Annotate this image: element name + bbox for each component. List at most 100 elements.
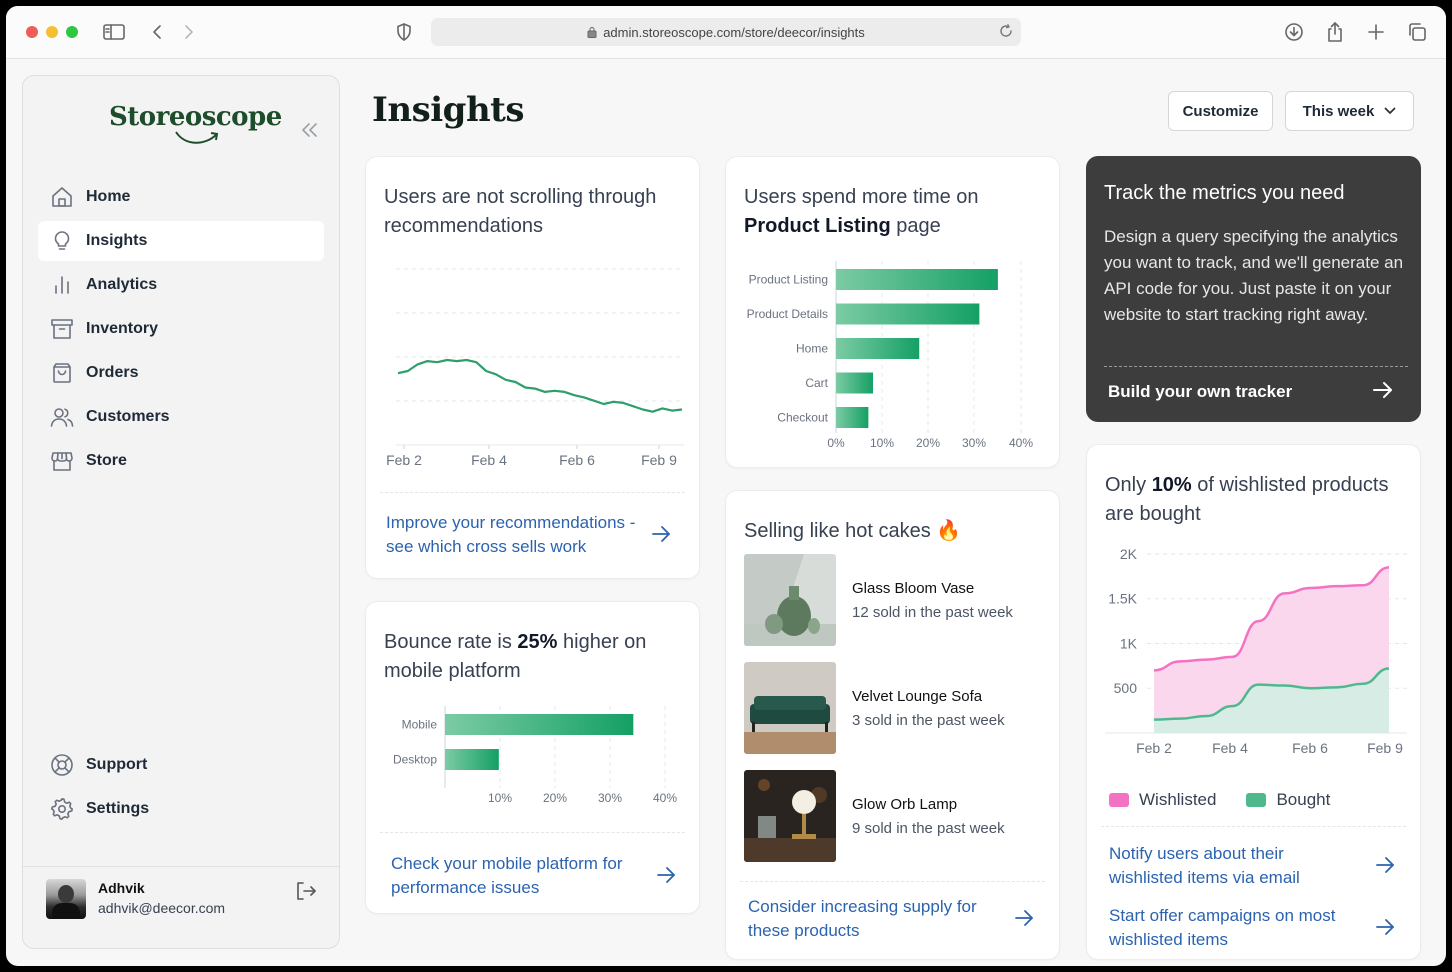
sidebar-toggle-icon[interactable]	[102, 20, 126, 44]
minimize-window-button[interactable]	[46, 26, 58, 38]
title-emphasis: Product Listing	[744, 215, 891, 237]
card-hot-products: Selling like hot cakes 🔥 Glass Bloom Vas…	[725, 490, 1060, 960]
chevron-down-icon	[1384, 107, 1396, 114]
browser-window: admin.storeoscope.com/store/deecor/insig…	[6, 6, 1446, 966]
arrow-right-icon[interactable]	[1372, 380, 1394, 405]
close-window-button[interactable]	[26, 26, 38, 38]
series-line	[1153, 667, 1390, 721]
product-image	[744, 554, 836, 646]
url-text: admin.storeoscope.com/store/deecor/insig…	[603, 24, 865, 40]
legend-label: Wishlisted	[1139, 790, 1217, 809]
sidebar-item-orders[interactable]: Orders	[38, 353, 324, 393]
card-description: Design a query specifying the analytics …	[1104, 227, 1404, 324]
shopping-bag-icon	[53, 363, 71, 383]
offer-campaigns-link[interactable]: Start offer campaigns on most wishlisted…	[1109, 906, 1336, 949]
sidebar-item-label: Analytics	[86, 276, 158, 293]
product-name: Glow Orb Lamp	[852, 796, 958, 813]
divider	[1104, 366, 1408, 367]
improve-recommendations-link[interactable]: Improve your recommendations - see which…	[386, 513, 636, 556]
y-tick-label: Cart	[805, 376, 828, 390]
maximize-window-button[interactable]	[66, 26, 78, 38]
browser-toolbar: admin.storeoscope.com/store/deecor/insig…	[6, 6, 1446, 59]
bar	[445, 749, 499, 770]
card-title: Selling like hot cakes 🔥	[744, 520, 962, 542]
back-icon[interactable]	[145, 20, 169, 44]
bar	[836, 407, 869, 428]
sidebar-item-label: Customers	[86, 408, 170, 425]
title-text: higher on mobile platform	[384, 631, 647, 682]
x-tick-label: 40%	[1009, 436, 1033, 450]
lock-icon	[587, 27, 597, 38]
sidebar-item-analytics[interactable]: Analytics	[38, 265, 324, 305]
logout-icon[interactable]	[295, 881, 317, 906]
sidebar-item-inventory[interactable]: Inventory	[38, 309, 324, 349]
increase-supply-link[interactable]: Consider increasing supply for these pro…	[748, 897, 977, 940]
legend-label: Bought	[1276, 790, 1331, 809]
sidebar-item-insights[interactable]: Insights	[38, 221, 324, 261]
sidebar-item-support[interactable]: Support	[38, 745, 324, 785]
build-tracker-link[interactable]: Build your own tracker	[1108, 382, 1293, 401]
y-tick-label: Mobile	[402, 718, 438, 732]
product-item[interactable]: Velvet Lounge Sofa 3 sold in the past we…	[744, 662, 1054, 754]
tabs-overview-icon[interactable]	[1405, 20, 1429, 44]
address-bar[interactable]: admin.storeoscope.com/store/deecor/insig…	[431, 18, 1021, 46]
sidebar-item-store[interactable]: Store	[38, 441, 324, 481]
legend-swatch-wishlisted	[1109, 793, 1129, 807]
title-text: page	[896, 215, 941, 237]
title-text: Users spend more time on	[744, 186, 979, 208]
title-emphasis: 25%	[517, 631, 558, 653]
x-tick-label: 10%	[870, 436, 894, 450]
user-email: adhvik@deecor.com	[98, 900, 226, 916]
sidebar-item-label: Home	[86, 188, 131, 205]
sidebar-item-settings[interactable]: Settings	[38, 789, 324, 829]
card-title: Bounce rate is 25% higher on mobile plat…	[384, 628, 684, 686]
title-text: Bounce rate is	[384, 631, 512, 653]
sidebar-item-customers[interactable]: Customers	[38, 397, 324, 437]
x-tick-label: 0%	[827, 436, 845, 450]
sidebar-bottom-nav: Support Settings	[38, 745, 324, 833]
share-icon[interactable]	[1323, 20, 1347, 44]
shield-icon[interactable]	[392, 20, 416, 44]
reload-icon[interactable]	[999, 24, 1013, 41]
notify-users-link[interactable]: Notify users about their wishlisted item…	[1109, 844, 1300, 887]
forward-icon[interactable]	[177, 20, 201, 44]
title-text: of wishlisted products are bought	[1105, 474, 1389, 525]
x-tick-label: 30%	[962, 436, 986, 450]
arrow-right-icon[interactable]	[651, 525, 671, 548]
x-tick-label: Feb 2	[386, 452, 422, 468]
x-tick-label: 10%	[488, 791, 512, 805]
window-controls	[26, 26, 78, 38]
product-item[interactable]: Glass Bloom Vase 12 sold in the past wee…	[744, 554, 1054, 646]
divider	[380, 492, 685, 493]
product-image	[744, 662, 836, 754]
x-tick-label: Feb 9	[641, 452, 677, 468]
download-icon[interactable]	[1282, 20, 1306, 44]
bounce-bar-chart: Mobile Desktop 10% 20% 30% 40%	[393, 706, 677, 805]
new-tab-icon[interactable]	[1364, 20, 1388, 44]
divider	[380, 832, 685, 833]
arrow-right-icon[interactable]	[656, 866, 676, 889]
avatar[interactable]	[46, 879, 86, 919]
bar	[836, 372, 873, 394]
collapse-sidebar-icon[interactable]	[301, 118, 319, 144]
card-wishlist-insight: Only 10% of wishlisted products are boug…	[1086, 444, 1421, 960]
archive-icon	[51, 319, 73, 339]
sidebar-item-home[interactable]: Home	[38, 177, 324, 217]
bar	[445, 714, 634, 735]
card-bounce-insight: Bounce rate is 25% higher on mobile plat…	[365, 601, 700, 914]
x-tick-label: Feb 4	[1212, 740, 1248, 756]
period-select[interactable]: This week	[1285, 91, 1414, 131]
customize-button[interactable]: Customize	[1168, 91, 1273, 131]
page-title: Insights	[372, 90, 525, 130]
arrow-right-icon[interactable]	[1375, 918, 1395, 941]
arrow-right-icon[interactable]	[1014, 909, 1034, 932]
product-item[interactable]: Glow Orb Lamp 9 sold in the past week	[744, 770, 1054, 862]
check-mobile-link[interactable]: Check your mobile platform for performan…	[391, 854, 623, 897]
sidebar-item-label: Settings	[86, 800, 150, 817]
x-tick-label: 20%	[916, 436, 940, 450]
home-icon	[52, 187, 72, 207]
gear-icon	[51, 798, 73, 820]
y-tick-label: 1K	[1120, 635, 1138, 651]
x-tick-label: 40%	[653, 791, 677, 805]
arrow-right-icon[interactable]	[1375, 856, 1395, 879]
